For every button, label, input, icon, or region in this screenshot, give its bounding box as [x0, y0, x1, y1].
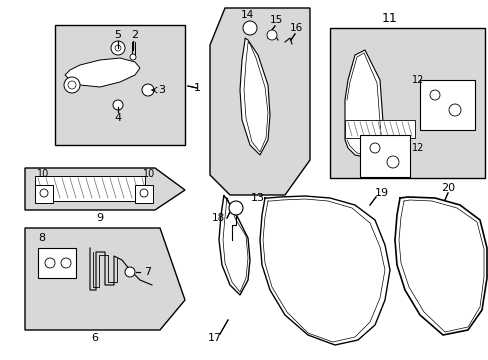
Text: 10: 10 — [37, 169, 49, 179]
Circle shape — [40, 189, 48, 197]
Polygon shape — [240, 38, 269, 155]
Text: 12: 12 — [411, 75, 424, 85]
Circle shape — [61, 258, 71, 268]
Bar — [345, 120, 414, 138]
Bar — [135, 185, 153, 203]
Circle shape — [429, 90, 439, 100]
Circle shape — [386, 156, 398, 168]
Polygon shape — [345, 50, 384, 158]
Circle shape — [142, 84, 154, 96]
Circle shape — [369, 143, 379, 153]
Bar — [35, 185, 53, 203]
Circle shape — [243, 21, 257, 35]
Text: 11: 11 — [381, 12, 397, 24]
Circle shape — [130, 54, 136, 60]
Circle shape — [125, 267, 135, 277]
Circle shape — [448, 104, 460, 116]
Circle shape — [111, 41, 125, 55]
Text: 5: 5 — [114, 30, 121, 40]
Text: 1: 1 — [193, 83, 200, 93]
Polygon shape — [209, 8, 309, 195]
Circle shape — [115, 45, 121, 51]
Bar — [38, 248, 76, 278]
Text: 10: 10 — [142, 169, 155, 179]
Text: 17: 17 — [207, 333, 222, 343]
Text: 14: 14 — [240, 10, 253, 20]
Circle shape — [113, 100, 123, 110]
Circle shape — [64, 77, 80, 93]
Text: 15: 15 — [269, 15, 282, 25]
Bar — [55, 25, 184, 145]
Text: 20: 20 — [440, 183, 454, 193]
Text: 6: 6 — [91, 333, 98, 343]
Text: 18: 18 — [211, 213, 224, 223]
Bar — [419, 80, 474, 130]
Bar — [359, 135, 409, 177]
Circle shape — [45, 258, 55, 268]
Circle shape — [228, 201, 243, 215]
Polygon shape — [219, 195, 249, 295]
Text: 16: 16 — [289, 23, 302, 33]
Text: 9: 9 — [96, 213, 103, 223]
Circle shape — [68, 81, 76, 89]
Text: 12: 12 — [411, 143, 424, 153]
Text: 4: 4 — [114, 113, 122, 123]
Text: 7: 7 — [144, 267, 151, 277]
Polygon shape — [65, 58, 140, 87]
Polygon shape — [25, 228, 184, 330]
Bar — [329, 28, 484, 178]
Text: 19: 19 — [374, 188, 388, 198]
Circle shape — [266, 30, 276, 40]
Text: 13: 13 — [250, 193, 264, 203]
Text: 8: 8 — [38, 233, 45, 243]
Text: 3: 3 — [158, 85, 165, 95]
Bar — [35, 176, 145, 201]
Circle shape — [140, 189, 148, 197]
Polygon shape — [25, 168, 184, 210]
Text: 2: 2 — [131, 30, 138, 40]
